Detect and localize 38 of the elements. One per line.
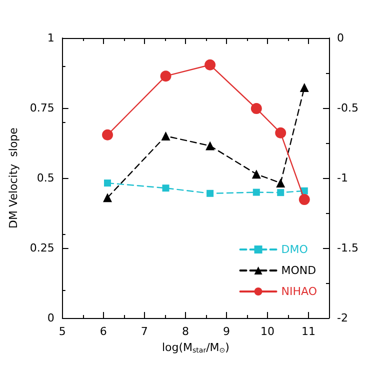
y-tick-label: 0 <box>47 312 54 324</box>
point <box>104 180 112 187</box>
point <box>298 194 310 206</box>
y2-tick-label: -1.5 <box>337 242 358 254</box>
point <box>161 132 170 140</box>
point <box>252 188 260 196</box>
y-tick-label: 0.75 <box>30 102 54 114</box>
point <box>277 189 284 196</box>
x-tick-label: 8 <box>182 325 189 338</box>
legend-label: MOND <box>281 264 316 277</box>
x-tick-label: 5 <box>58 325 66 338</box>
y-tick-label: 1 <box>47 32 54 44</box>
x-tick-label: 9 <box>222 325 230 338</box>
point <box>206 190 214 197</box>
point <box>204 59 216 70</box>
y2-tick-label: -0.5 <box>337 102 358 114</box>
point <box>252 170 261 179</box>
y-axis-title: DM Velocity slope <box>7 127 20 228</box>
x-tick-label: 7 <box>140 325 148 338</box>
point <box>206 141 215 150</box>
point <box>276 178 286 188</box>
point <box>162 184 170 192</box>
legend-label: NIHAO <box>281 285 318 298</box>
y-tick-label: 0.5 <box>36 172 54 184</box>
point <box>102 129 114 140</box>
legend-label: DMO <box>281 243 308 256</box>
point <box>275 127 286 138</box>
x-tick-label: 11 <box>301 325 316 338</box>
point <box>250 103 262 114</box>
y2-tick-label: -1 <box>337 172 348 184</box>
point <box>103 193 112 202</box>
y2-tick-label: -2 <box>337 312 348 324</box>
x-tick-label: 6 <box>100 325 107 338</box>
x-tick-label: 10 <box>260 325 274 338</box>
y2-tick-label: 0 <box>337 32 344 44</box>
point <box>160 70 172 82</box>
point <box>300 83 309 92</box>
y-tick-label: 0.25 <box>30 242 54 254</box>
